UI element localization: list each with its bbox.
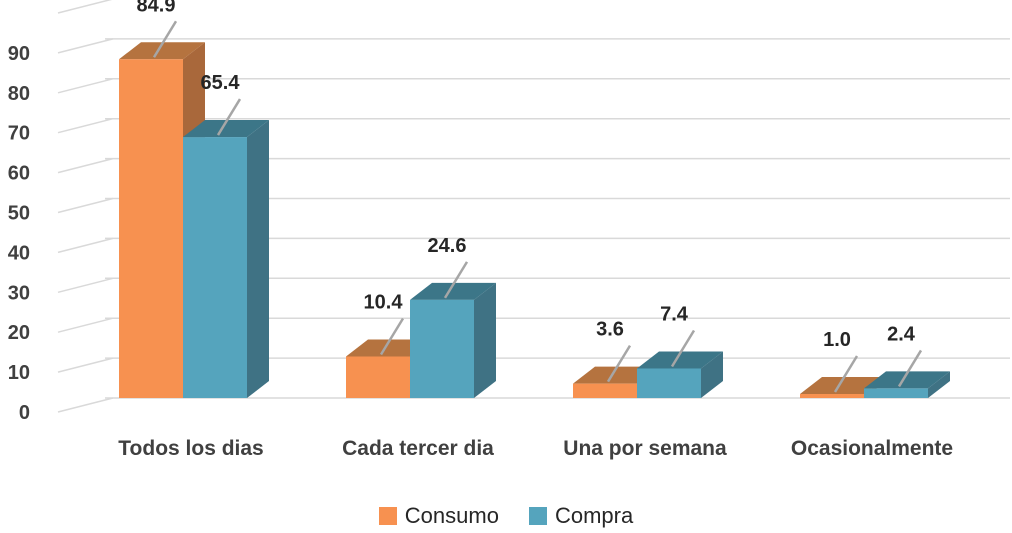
bar-consumo: [573, 383, 637, 398]
data-label-leader: [670, 329, 696, 368]
bar-consumo: [346, 356, 410, 398]
y-tick-label: 0: [19, 402, 30, 424]
y-tick-label: 60: [8, 163, 30, 185]
gridline-slant: [57, 78, 114, 94]
y-tick-label: 10: [8, 362, 30, 384]
data-label: 1.0: [823, 329, 851, 351]
x-category-label: Ocasionalmente: [791, 437, 953, 460]
bar-compra: [410, 299, 474, 398]
gridline-slant: [57, 397, 114, 413]
bar-top-compra: [864, 371, 950, 389]
data-label: 84.9: [137, 0, 176, 16]
gridline-slant: [57, 0, 113, 14]
gridline-slant: [57, 117, 114, 134]
data-label-leader: [152, 20, 178, 58]
bar-side-compra: [474, 282, 496, 398]
gridline-slant: [57, 237, 114, 254]
x-axis-categories: Todos los dias Cada tercer dia Una por sem…: [118, 437, 953, 460]
chart-legend: Consumo Compra: [0, 503, 1012, 529]
gridline-slant: [57, 357, 114, 373]
legend-item-compra: Compra: [528, 503, 634, 529]
bar-compra: [637, 368, 701, 398]
bar-side-compra: [247, 120, 269, 398]
bar-side-compra: [928, 371, 950, 398]
bar-top-compra: [637, 351, 723, 369]
data-label: 10.4: [364, 292, 404, 314]
y-axis-ticks: 0 10 20 30 40 50 60 70 80 90: [8, 43, 30, 424]
data-label-leaders: [152, 20, 923, 393]
y-tick-label: 70: [8, 123, 30, 145]
data-label: 2.4: [887, 323, 916, 345]
legend-label-compra: Compra: [554, 503, 634, 528]
bar-consumo: [800, 394, 864, 398]
data-label: 7.4: [660, 303, 689, 325]
x-category-label: Una por semana: [563, 437, 727, 460]
x-category-label: Todos los dias: [118, 437, 263, 460]
gridline-slant: [57, 197, 114, 214]
gridline-slant: [57, 317, 114, 333]
data-label: 24.6: [428, 235, 467, 257]
bar-side-compra: [701, 351, 723, 398]
y-tick-label: 90: [8, 43, 30, 65]
bar-compra: [183, 137, 247, 398]
bar-top-consumo: [119, 42, 205, 60]
legend-swatch-compra: [528, 507, 547, 525]
legend-item-consumo: Consumo: [378, 503, 499, 529]
data-label: 65.4: [201, 72, 241, 94]
bar-compra: [864, 388, 928, 398]
chart-bars: [119, 42, 950, 399]
bar-top-compra: [410, 282, 496, 300]
y-tick-label: 40: [8, 242, 30, 264]
data-label-leader: [897, 349, 923, 388]
legend-swatch-consumo: [378, 507, 397, 525]
data-label: 3.6: [596, 319, 624, 341]
data-label-leader: [606, 344, 632, 383]
data-label-leader: [833, 355, 859, 393]
y-tick-label: 30: [8, 282, 30, 304]
gridline-slant: [57, 157, 114, 174]
data-label-leader: [216, 98, 242, 136]
bar-consumo: [119, 59, 183, 399]
gridline-slant: [57, 277, 114, 294]
y-tick-label: 20: [8, 322, 30, 344]
y-tick-label: 50: [8, 203, 30, 225]
data-label-leader: [443, 261, 469, 299]
legend-label-consumo: Consumo: [404, 503, 499, 528]
data-labels: 84.9 65.4 10.4 24.6 3.6 7.4 1.0 2.4: [137, 0, 916, 351]
y-tick-label: 80: [8, 83, 30, 105]
bar-top-compra: [183, 120, 269, 138]
gridline-slant: [57, 38, 114, 54]
data-label-leader: [379, 317, 405, 356]
x-category-label: Cada tercer dia: [342, 437, 494, 460]
